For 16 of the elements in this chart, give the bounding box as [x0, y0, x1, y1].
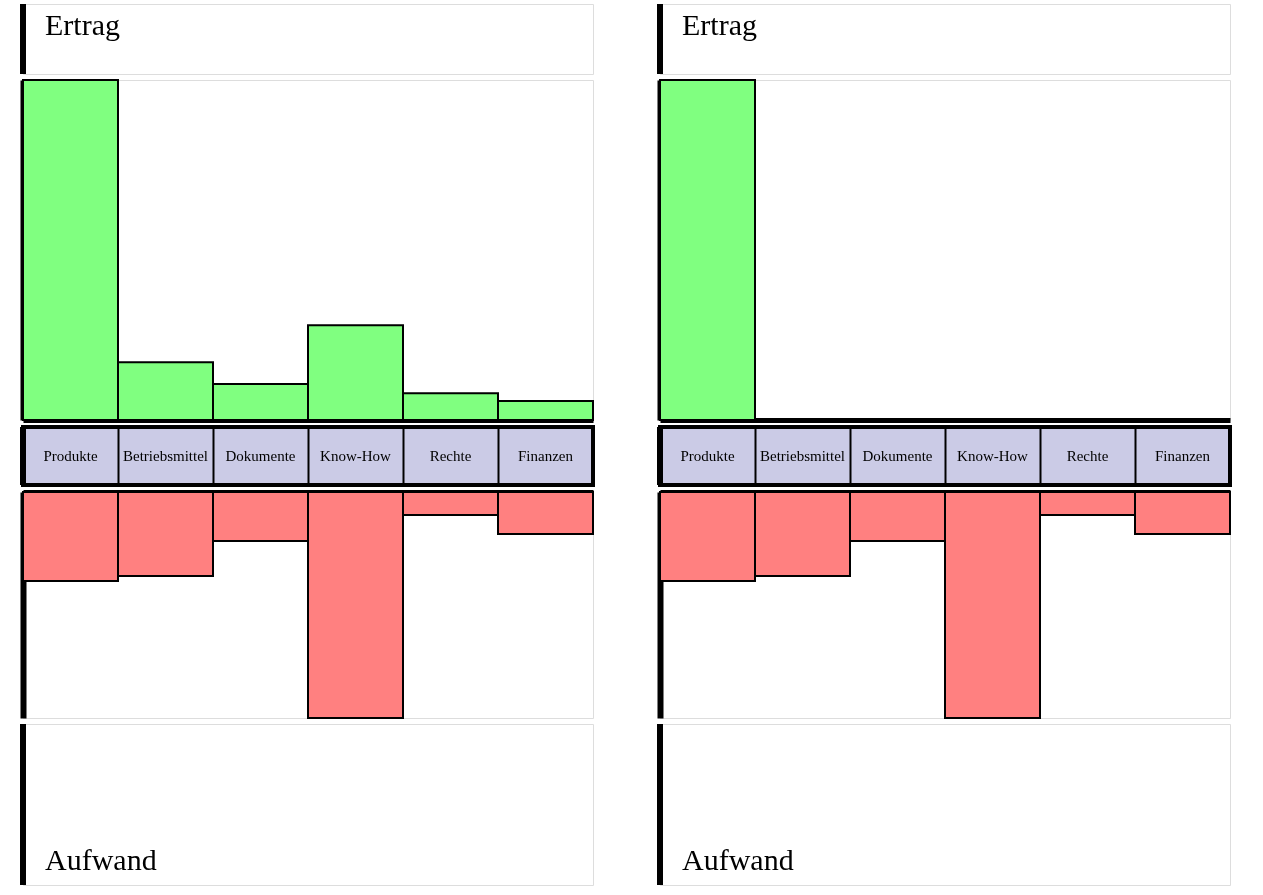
text: Ertrag	[45, 8, 120, 41]
x-tick-label: Dokumente	[862, 448, 933, 464]
x-tick-label: Produkte	[43, 448, 98, 464]
text: Aufwand	[682, 843, 794, 876]
x-tick-label: Produkte	[680, 448, 735, 464]
x-tick-label: Finanzen	[1155, 448, 1211, 464]
x-tick-label: Know-How	[320, 448, 392, 464]
x-tick-label: Rechte	[1066, 448, 1109, 464]
x-tick-label: Finanzen	[518, 448, 574, 464]
x-tick-label: Know-How	[957, 448, 1029, 464]
text: Aufwand	[45, 843, 157, 876]
x-tick-label: Betriebsmittel	[123, 448, 208, 464]
x-tick-label: Betriebsmittel	[760, 448, 845, 464]
x-tick-label: Dokumente	[225, 448, 296, 464]
text: Ertrag	[682, 8, 757, 41]
x-tick-label: Rechte	[429, 448, 472, 464]
